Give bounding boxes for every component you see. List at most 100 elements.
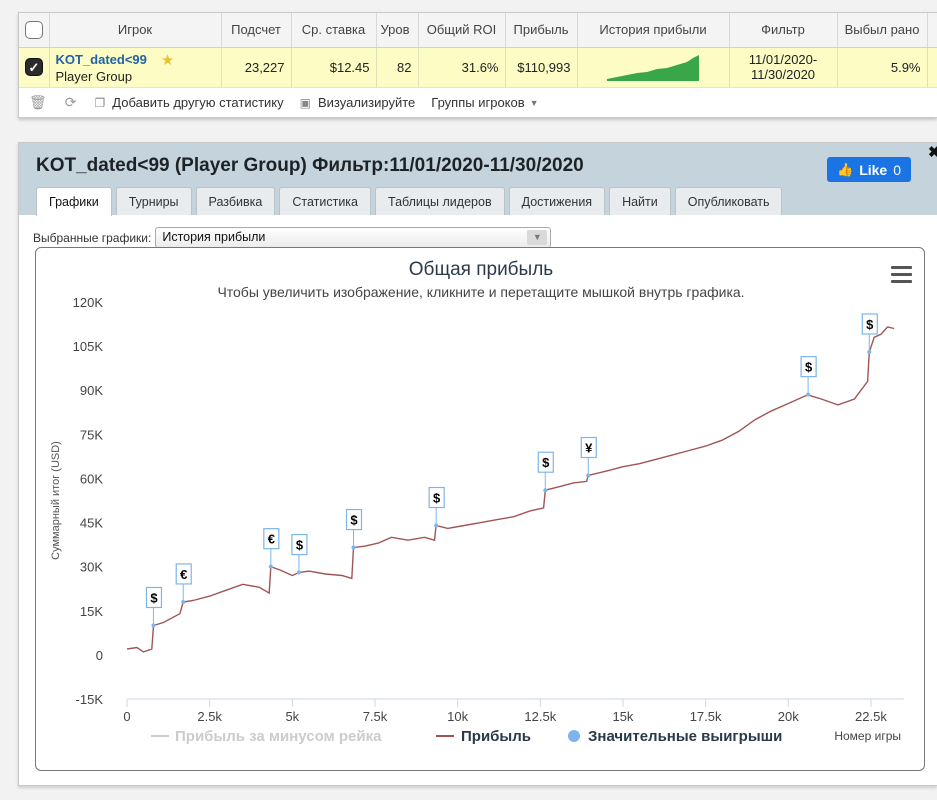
player-detail-panel: KOT_dated<99 (Player Group) Фильтр:11/01… xyxy=(18,142,937,786)
big-win-point[interactable] xyxy=(434,523,439,528)
x-axis-label: Номер игры xyxy=(834,729,901,743)
big-win-point[interactable] xyxy=(151,623,156,628)
big-win-point[interactable] xyxy=(181,599,186,604)
player-group-label: Player Group xyxy=(55,68,133,84)
profit-sparkline[interactable] xyxy=(607,53,699,81)
add-stat-button[interactable]: ❐ Добавить другую статистику xyxy=(95,95,284,110)
count-cell: 23,227 xyxy=(221,47,292,88)
legend-rake-label[interactable]: Прибыль за минусом рейка xyxy=(175,728,382,745)
refresh-icon[interactable]: ⟳ xyxy=(64,94,77,110)
profit-history-cell[interactable] xyxy=(577,47,730,88)
big-win-flag[interactable] xyxy=(345,508,363,531)
filter-cell: 11/01/2020- 11/30/2020 xyxy=(729,47,838,88)
table-row[interactable]: ✓ KOT_dated<99 ★ Player Group 23,227 $12… xyxy=(19,47,937,88)
y-axis-label: Суммарный итог (USD) xyxy=(50,441,62,560)
big-win-flag-label: € xyxy=(180,567,187,582)
big-win-flag[interactable] xyxy=(291,533,308,556)
big-win-flag[interactable] xyxy=(263,528,280,550)
player-name-link[interactable]: KOT_dated<99 xyxy=(55,52,147,67)
table-header-row: Игрок Подсчет Ср. ставка Уров Общий ROI … xyxy=(19,13,937,48)
tab-bar: Графики Турниры Разбивка Статистика Табл… xyxy=(36,187,786,216)
column-header-profit[interactable]: Прибыль xyxy=(505,13,578,48)
profit-cell: $110,993 xyxy=(505,47,578,88)
y-tick-label: 75K xyxy=(80,427,103,442)
big-win-flag[interactable] xyxy=(861,313,878,335)
big-win-point[interactable] xyxy=(806,392,811,397)
big-win-flag[interactable] xyxy=(145,586,163,609)
menu-hamburger-icon-bar[interactable] xyxy=(891,273,912,276)
big-win-flag-label: $ xyxy=(433,490,441,505)
avg-stake-cell: $12.45 xyxy=(291,47,377,88)
select-all-checkbox[interactable] xyxy=(19,13,50,48)
visualize-label: Визуализируйте xyxy=(317,95,416,110)
profit-chart-frame[interactable]: Общая прибыль Чтобы увеличить изображение… xyxy=(35,247,925,771)
big-win-flag[interactable] xyxy=(580,436,597,459)
legend-big-win-swatch[interactable] xyxy=(568,730,580,742)
x-tick-label: 7.5k xyxy=(363,709,388,724)
big-win-flag-label: ¥ xyxy=(585,441,593,456)
player-cell: KOT_dated<99 ★ Player Group xyxy=(49,47,222,88)
y-tick-label: 45K xyxy=(80,516,103,531)
big-win-point[interactable] xyxy=(296,570,301,575)
legend-profit-label[interactable]: Прибыль xyxy=(461,728,531,745)
column-header-avg-stake[interactable]: Ср. ставка xyxy=(291,13,377,48)
menu-hamburger-icon-bar[interactable] xyxy=(891,266,912,269)
chart-select-label: Выбранные графики: xyxy=(33,230,152,245)
y-tick-label: 105K xyxy=(73,339,104,354)
trash-icon[interactable]: 🗑 xyxy=(29,94,47,110)
big-win-flag[interactable] xyxy=(428,486,445,509)
tab-charts[interactable]: Графики xyxy=(36,187,112,216)
column-header-profit-history[interactable]: История прибыли xyxy=(577,13,730,48)
column-header-filter[interactable]: Фильтр xyxy=(729,13,838,48)
big-win-flag-label: $ xyxy=(866,317,874,332)
big-win-flag[interactable] xyxy=(800,356,817,378)
row-checkbox[interactable]: ✓ xyxy=(19,47,50,88)
menu-hamburger-icon-bar[interactable] xyxy=(891,280,912,283)
column-header-count[interactable]: Подсчет xyxy=(221,13,292,48)
column-header-level[interactable]: Уров xyxy=(376,13,419,48)
legend-big-win-label[interactable]: Значительные выигрыши xyxy=(588,728,782,745)
big-win-flag-label: $ xyxy=(542,455,550,470)
x-tick-label: 12.5k xyxy=(524,709,556,724)
big-win-flag[interactable] xyxy=(175,563,192,585)
big-win-point[interactable] xyxy=(351,545,356,550)
like-count: 0 xyxy=(893,161,901,178)
big-win-flag-label: $ xyxy=(805,360,813,375)
big-win-point[interactable] xyxy=(586,473,591,478)
check-icon[interactable]: ✓ xyxy=(25,58,43,76)
x-tick-label: 10k xyxy=(447,709,468,724)
profit-chart[interactable]: Общая прибыль Чтобы увеличить изображение… xyxy=(36,248,925,771)
tab-statistics[interactable]: Статистика xyxy=(279,187,371,215)
filter-date-from: 11/01/2020- xyxy=(748,52,818,67)
panel-header: KOT_dated<99 (Player Group) Фильтр:11/01… xyxy=(19,143,937,216)
x-tick-label: 20k xyxy=(778,709,799,724)
tab-find[interactable]: Найти xyxy=(609,187,671,215)
profit-series-line[interactable] xyxy=(126,326,895,653)
y-tick-label: 60K xyxy=(80,471,103,486)
tab-breakdown[interactable]: Разбивка xyxy=(195,187,276,215)
column-header-overflow xyxy=(927,13,937,48)
big-win-flag-label: € xyxy=(268,532,275,547)
tab-leaderboards[interactable]: Таблицы лидеров xyxy=(375,187,505,215)
visualize-button[interactable]: ▣ Визуализируйте xyxy=(300,95,416,110)
player-groups-dropdown[interactable]: Группы игроков ▼ xyxy=(431,95,538,110)
facebook-like-button[interactable]: 👍 Like 0 xyxy=(827,157,911,182)
big-win-flag[interactable] xyxy=(537,451,554,473)
column-header-player[interactable]: Игрок xyxy=(49,13,222,48)
tab-achievements[interactable]: Достижения xyxy=(508,187,606,215)
tab-publish[interactable]: Опубликовать xyxy=(674,187,783,215)
big-win-point[interactable] xyxy=(268,564,273,569)
y-tick-label: 0 xyxy=(96,648,103,663)
y-tick-label: 90K xyxy=(80,383,103,398)
column-header-early-out[interactable]: Выбыл рано xyxy=(837,13,928,48)
y-tick-label: -15K xyxy=(76,692,104,707)
column-header-roi[interactable]: Общий ROI xyxy=(418,13,506,48)
big-win-point[interactable] xyxy=(867,349,872,354)
close-icon[interactable]: ✖ xyxy=(928,144,937,161)
chart-title: Общая прибыль xyxy=(409,259,554,280)
big-win-flag-label: $ xyxy=(296,538,304,553)
tab-tournaments[interactable]: Турниры xyxy=(115,187,192,215)
thumbs-up-icon: 👍 xyxy=(837,161,854,177)
big-win-point[interactable] xyxy=(543,488,548,493)
chart-select-dropdown[interactable]: История прибыли ▼ xyxy=(155,227,552,248)
